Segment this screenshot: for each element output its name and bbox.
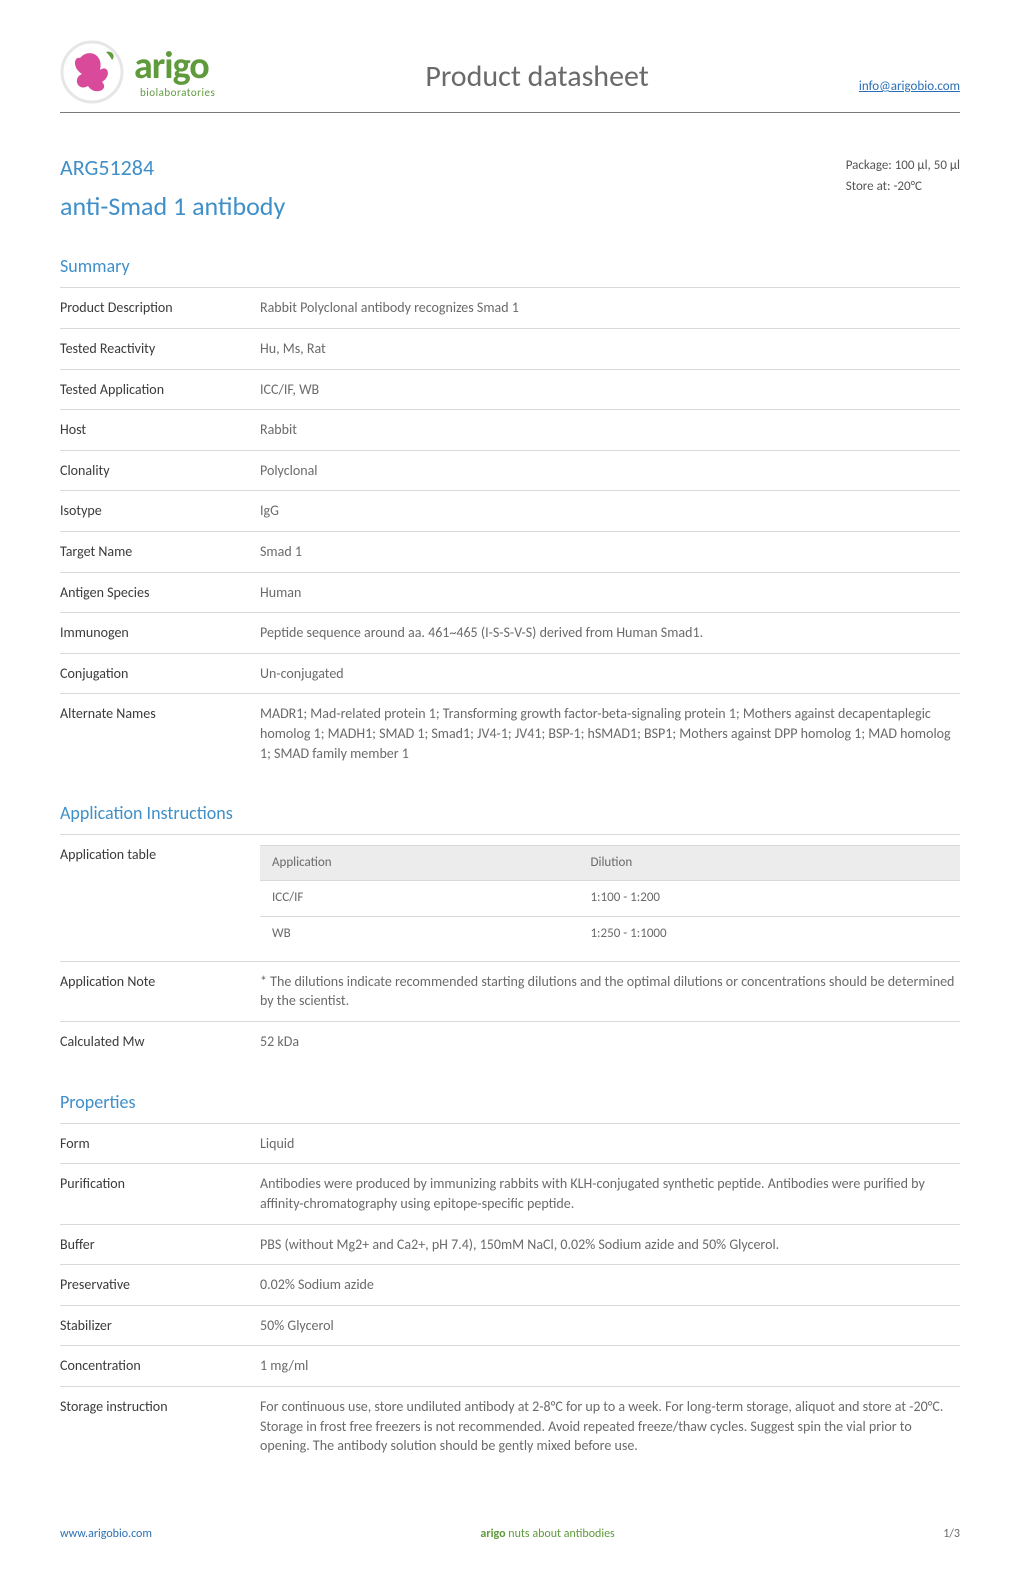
app-instructions-table: Application table Application Dilution I… xyxy=(60,834,960,1061)
table-row: Target NameSmad 1 xyxy=(60,531,960,572)
kv-key: Tested Application xyxy=(60,369,260,410)
kv-key: Preservative xyxy=(60,1265,260,1306)
kv-value: 1 mg/ml xyxy=(260,1346,960,1387)
footer-website-link[interactable]: www.arigobio.com xyxy=(60,1526,152,1543)
product-code: ARG51284 xyxy=(60,153,285,184)
kv-value: Smad 1 xyxy=(260,531,960,572)
brand-logo-text: arigo biolaboratories xyxy=(134,47,215,98)
kv-key: Product Description xyxy=(60,288,260,329)
app-table-row: WB1:250 - 1:1000 xyxy=(260,916,960,951)
kv-key: Alternate Names xyxy=(60,694,260,773)
table-row: Storage instructionFor continuous use, s… xyxy=(60,1386,960,1465)
kv-key: Isotype xyxy=(60,491,260,532)
footer-brand: arigo xyxy=(480,1527,505,1541)
kv-value: IgG xyxy=(260,491,960,532)
section-properties-heading: Properties xyxy=(60,1090,960,1115)
kv-key: Buffer xyxy=(60,1224,260,1265)
app-table-row: Application table Application Dilution I… xyxy=(60,835,960,962)
page-footer: www.arigobio.com arigo nuts about antibo… xyxy=(60,1526,960,1543)
table-row: Tested ReactivityHu, Ms, Rat xyxy=(60,328,960,369)
brand-logo-icon xyxy=(60,40,124,104)
table-row: Calculated Mw52 kDa xyxy=(60,1022,960,1062)
table-row: BufferPBS (without Mg2+ and Ca2+, pH 7.4… xyxy=(60,1224,960,1265)
table-row: IsotypeIgG xyxy=(60,491,960,532)
kv-value: PBS (without Mg2+ and Ca2+, pH 7.4), 150… xyxy=(260,1224,960,1265)
app-table-label: Application table xyxy=(60,835,260,962)
kv-key: Form xyxy=(60,1123,260,1164)
table-row: Antigen SpeciesHuman xyxy=(60,572,960,613)
app-table-header-application: Application xyxy=(260,846,578,881)
table-row: PurificationAntibodies were produced by … xyxy=(60,1164,960,1224)
kv-key: Stabilizer xyxy=(60,1305,260,1346)
properties-table: FormLiquidPurificationAntibodies were pr… xyxy=(60,1123,960,1466)
kv-value: 52 kDa xyxy=(260,1022,960,1062)
kv-value: Un-conjugated xyxy=(260,653,960,694)
kv-key: Tested Reactivity xyxy=(60,328,260,369)
table-row: FormLiquid xyxy=(60,1123,960,1164)
table-row: Alternate NamesMADR1; Mad-related protei… xyxy=(60,694,960,773)
table-row: ConjugationUn-conjugated xyxy=(60,653,960,694)
kv-key: Immunogen xyxy=(60,613,260,654)
kv-key: Host xyxy=(60,410,260,451)
contact-email-link[interactable]: info@arigobio.com xyxy=(859,78,960,104)
kv-key: Purification xyxy=(60,1164,260,1224)
brand-word: arigo xyxy=(134,47,215,85)
app-table-cell: ICC/IF xyxy=(260,881,578,916)
brand-logo-block: arigo biolaboratories xyxy=(60,40,215,104)
kv-value: Rabbit Polyclonal antibody recognizes Sm… xyxy=(260,288,960,329)
table-row: Concentration1 mg/ml xyxy=(60,1346,960,1387)
kv-key: Target Name xyxy=(60,531,260,572)
kv-value: * The dilutions indicate recommended sta… xyxy=(260,961,960,1021)
table-row: Stabilizer50% Glycerol xyxy=(60,1305,960,1346)
title-row: ARG51284 anti-Smad 1 antibody Package: 1… xyxy=(60,153,960,224)
product-meta: Package: 100 μl, 50 μl Store at: -20°C xyxy=(846,157,960,199)
kv-value: Hu, Ms, Rat xyxy=(260,328,960,369)
kv-value: 0.02% Sodium azide xyxy=(260,1265,960,1306)
kv-value: 50% Glycerol xyxy=(260,1305,960,1346)
kv-key: Clonality xyxy=(60,450,260,491)
product-title-block: ARG51284 anti-Smad 1 antibody xyxy=(60,153,285,224)
table-row: ClonalityPolyclonal xyxy=(60,450,960,491)
kv-key: Concentration xyxy=(60,1346,260,1387)
table-row: Product DescriptionRabbit Polyclonal ant… xyxy=(60,288,960,329)
kv-key: Calculated Mw xyxy=(60,1022,260,1062)
kv-key: Application Note xyxy=(60,961,260,1021)
store-line: Store at: -20°C xyxy=(846,178,960,196)
kv-value: Rabbit xyxy=(260,410,960,451)
brand-subword: biolaboratories xyxy=(140,87,215,98)
kv-key: Conjugation xyxy=(60,653,260,694)
table-row: Application Note* The dilutions indicate… xyxy=(60,961,960,1021)
package-line: Package: 100 μl, 50 μl xyxy=(846,157,960,175)
kv-value: ICC/IF, WB xyxy=(260,369,960,410)
kv-key: Storage instruction xyxy=(60,1386,260,1465)
app-table-cell: 1:250 - 1:1000 xyxy=(578,916,960,951)
kv-value: For continuous use, store undiluted anti… xyxy=(260,1386,960,1465)
table-row: Preservative0.02% Sodium azide xyxy=(60,1265,960,1306)
kv-value: Polyclonal xyxy=(260,450,960,491)
kv-key: Antigen Species xyxy=(60,572,260,613)
table-row: HostRabbit xyxy=(60,410,960,451)
application-dilution-table: Application Dilution ICC/IF1:100 - 1:200… xyxy=(260,845,960,951)
kv-value: MADR1; Mad-related protein 1; Transformi… xyxy=(260,694,960,773)
page-header: arigo biolaboratories Product datasheet … xyxy=(60,40,960,113)
section-app-instructions-heading: Application Instructions xyxy=(60,801,960,826)
section-summary-heading: Summary xyxy=(60,254,960,279)
app-table-cell: 1:100 - 1:200 xyxy=(578,881,960,916)
app-table-header-dilution: Dilution xyxy=(578,846,960,881)
footer-tagline: arigo nuts about antibodies xyxy=(480,1526,614,1543)
kv-value: Antibodies were produced by immunizing r… xyxy=(260,1164,960,1224)
table-row: Tested ApplicationICC/IF, WB xyxy=(60,369,960,410)
kv-value: Liquid xyxy=(260,1123,960,1164)
app-table-row: ICC/IF1:100 - 1:200 xyxy=(260,881,960,916)
product-name: anti-Smad 1 antibody xyxy=(60,188,285,224)
table-row: ImmunogenPeptide sequence around aa. 461… xyxy=(60,613,960,654)
footer-tag: nuts about antibodies xyxy=(506,1527,615,1541)
summary-table: Product DescriptionRabbit Polyclonal ant… xyxy=(60,287,960,773)
app-table-cell: WB xyxy=(260,916,578,951)
page-title: Product datasheet xyxy=(215,56,859,104)
kv-value: Human xyxy=(260,572,960,613)
kv-value: Peptide sequence around aa. 461~465 (I-S… xyxy=(260,613,960,654)
footer-page-number: 1/3 xyxy=(943,1526,960,1543)
app-table-cell: Application Dilution ICC/IF1:100 - 1:200… xyxy=(260,835,960,962)
